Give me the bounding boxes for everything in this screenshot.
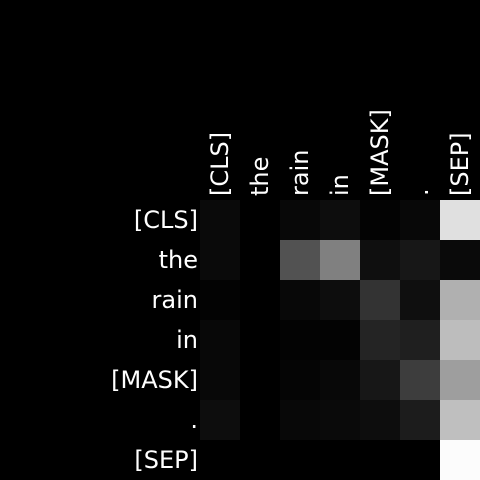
heatmap-cell-r3-c4 <box>360 320 400 360</box>
heatmap-cell-r1-c1 <box>240 240 280 280</box>
heatmap-cell-r6-c0 <box>200 440 240 480</box>
heatmap-cell-r4-c2 <box>280 360 320 400</box>
heatmap-cell-r1-c3 <box>320 240 360 280</box>
heatmap-cell-r1-c4 <box>360 240 400 280</box>
heatmap-cell-r2-c4 <box>360 280 400 320</box>
heatmap-cell-r0-c1 <box>240 200 280 240</box>
y-tick-label: [MASK] <box>111 366 198 394</box>
heatmap-cell-r4-c0 <box>200 360 240 400</box>
heatmap-cells <box>200 200 480 480</box>
heatmap-cell-r0-c4 <box>360 200 400 240</box>
heatmap-cell-r6-c4 <box>360 440 400 480</box>
heatmap-cell-r5-c1 <box>240 400 280 440</box>
heatmap-cell-r0-c3 <box>320 200 360 240</box>
heatmap-cell-r6-c6 <box>440 440 480 480</box>
y-tick-label: the <box>159 246 198 274</box>
y-tick-labels: [CLS] the rain in [MASK]. [SEP] <box>111 206 198 474</box>
x-tick-label: rain <box>286 150 314 196</box>
heatmap-cell-r0-c2 <box>280 200 320 240</box>
y-tick-label: [CLS] <box>134 206 198 234</box>
heatmap-cell-r6-c2 <box>280 440 320 480</box>
heatmap-cell-r2-c2 <box>280 280 320 320</box>
y-tick-label: in <box>176 326 198 354</box>
heatmap-cell-r5-c0 <box>200 400 240 440</box>
x-tick-label: . <box>406 188 434 196</box>
y-tick-label: . <box>190 406 198 434</box>
heatmap-cell-r3-c6 <box>440 320 480 360</box>
heatmap-cell-r0-c0 <box>200 200 240 240</box>
y-tick-label: rain <box>152 286 198 314</box>
heatmap-cell-r2-c0 <box>200 280 240 320</box>
heatmap-cell-r5-c3 <box>320 400 360 440</box>
y-tick-label: [SEP] <box>134 446 198 474</box>
heatmap-cell-r3-c2 <box>280 320 320 360</box>
heatmap-cell-r3-c1 <box>240 320 280 360</box>
heatmap-cell-r2-c5 <box>400 280 440 320</box>
heatmap-cell-r6-c3 <box>320 440 360 480</box>
heatmap-cell-r4-c6 <box>440 360 480 400</box>
heatmap-cell-r2-c6 <box>440 280 480 320</box>
heatmap-cell-r4-c5 <box>400 360 440 400</box>
x-tick-label: [MASK] <box>366 109 394 196</box>
heatmap-cell-r0-c5 <box>400 200 440 240</box>
x-tick-label: [SEP] <box>446 132 474 196</box>
heatmap-cell-r2-c1 <box>240 280 280 320</box>
heatmap-cell-r0-c6 <box>440 200 480 240</box>
heatmap-cell-r5-c5 <box>400 400 440 440</box>
x-tick-label: [CLS] <box>206 132 234 196</box>
heatmap-cell-r2-c3 <box>320 280 360 320</box>
heatmap-cell-r4-c4 <box>360 360 400 400</box>
x-tick-labels: [CLS] the rain in [MASK]. [SEP] <box>206 109 474 196</box>
heatmap-cell-r3-c5 <box>400 320 440 360</box>
heatmap-cell-r1-c2 <box>280 240 320 280</box>
x-tick-label: the <box>246 157 274 196</box>
x-tick-label: in <box>326 174 354 196</box>
heatmap-cell-r4-c1 <box>240 360 280 400</box>
heatmap-cell-r1-c0 <box>200 240 240 280</box>
heatmap-cell-r6-c5 <box>400 440 440 480</box>
heatmap-cell-r1-c5 <box>400 240 440 280</box>
heatmap-cell-r1-c6 <box>440 240 480 280</box>
heatmap-cell-r5-c2 <box>280 400 320 440</box>
heatmap-cell-r5-c6 <box>440 400 480 440</box>
heatmap-cell-r3-c0 <box>200 320 240 360</box>
heatmap-cell-r5-c4 <box>360 400 400 440</box>
heatmap-cell-r3-c3 <box>320 320 360 360</box>
heatmap-cell-r6-c1 <box>240 440 280 480</box>
heatmap-cell-r4-c3 <box>320 360 360 400</box>
